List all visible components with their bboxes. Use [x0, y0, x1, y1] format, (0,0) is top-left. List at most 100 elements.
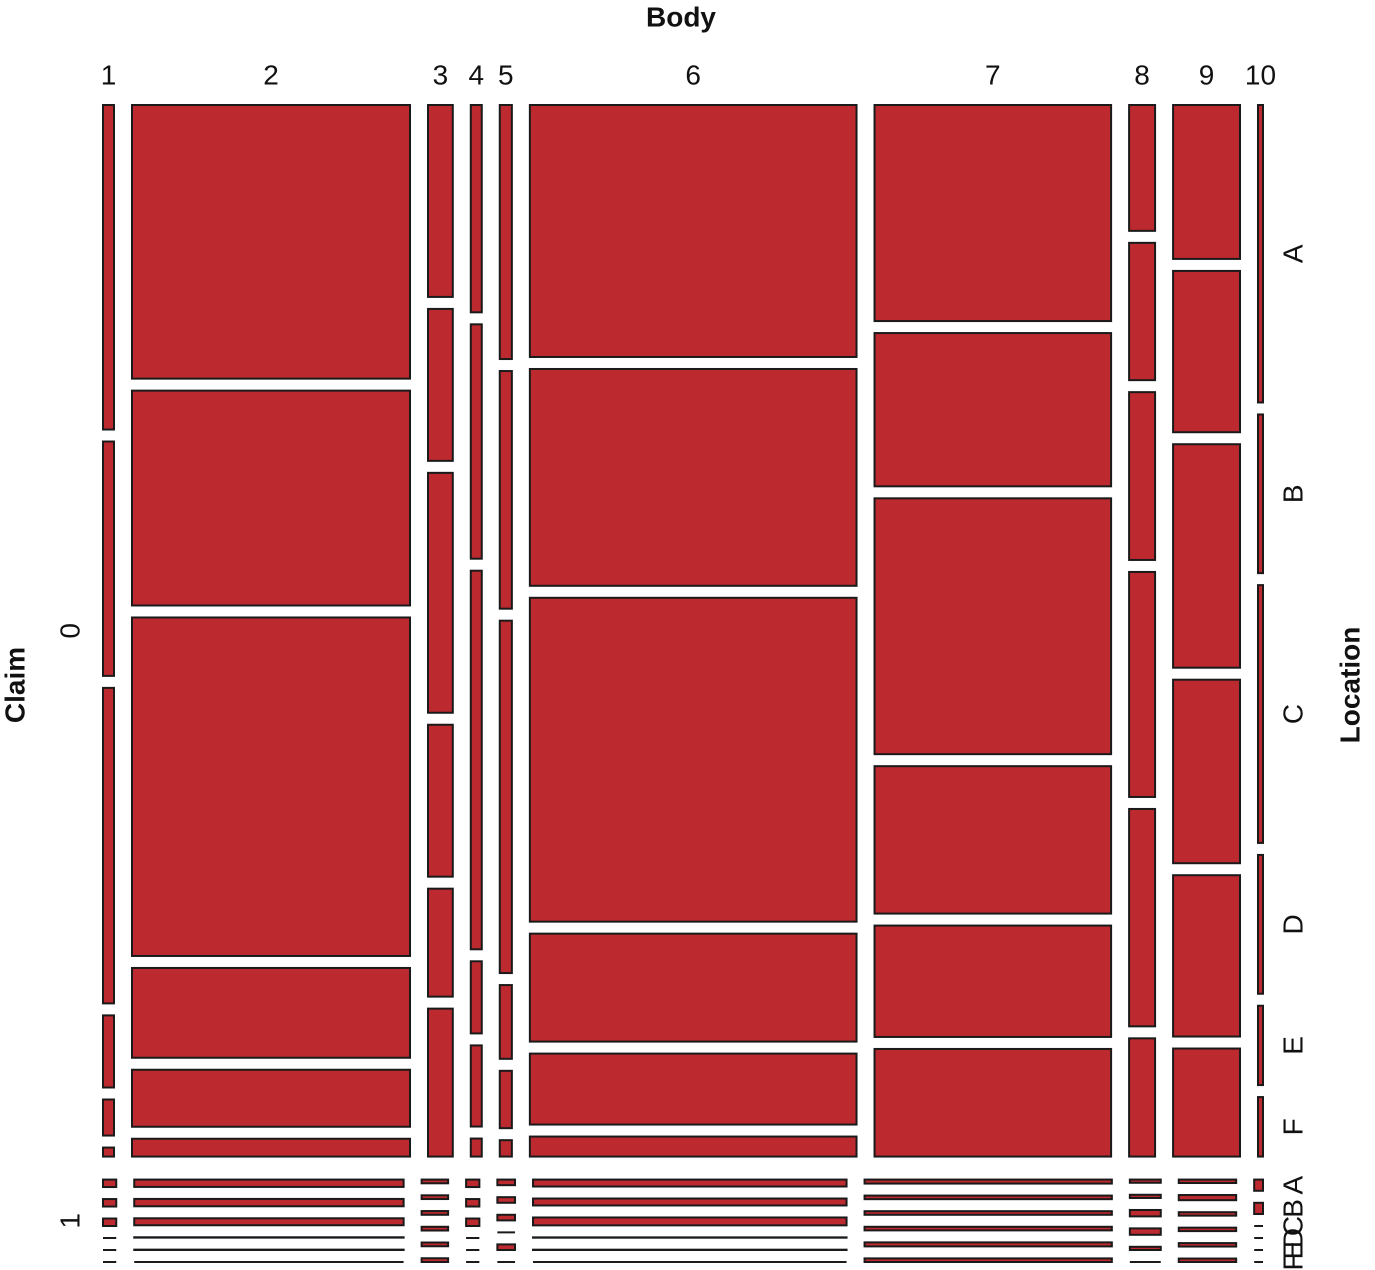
mosaic-tile	[469, 1137, 483, 1158]
z-axis-title: Location	[1334, 627, 1365, 744]
location-label: E	[1277, 1241, 1308, 1260]
mosaic-tile	[420, 1178, 450, 1185]
mosaic-tile	[133, 1217, 405, 1227]
mosaic-tile	[528, 1052, 858, 1126]
mosaic-tile	[532, 1197, 848, 1207]
mosaic-tile	[498, 619, 513, 975]
mosaic-tile	[873, 765, 1113, 915]
mosaic-tile	[427, 471, 454, 714]
mosaic-tile	[1257, 853, 1264, 995]
mosaic-tile	[102, 440, 115, 677]
mosaic-tile	[133, 1178, 405, 1188]
mosaic-tile	[427, 887, 454, 998]
mosaic-tile	[528, 104, 858, 358]
mosaic-tile	[102, 1178, 118, 1189]
mosaic-tile	[863, 1241, 1113, 1248]
mosaic-tile	[1172, 443, 1242, 669]
mosaic-tile	[469, 569, 483, 951]
mosaic-tile	[420, 1210, 450, 1216]
body-label: 7	[985, 59, 1001, 90]
location-label: F	[1277, 1253, 1308, 1270]
mosaic-tile	[1253, 1201, 1264, 1215]
mosaic-tile	[498, 370, 513, 610]
mosaic-tile	[420, 1194, 450, 1201]
mosaic-tile	[420, 1257, 450, 1263]
mosaic-tile	[420, 1225, 450, 1232]
mosaic-tile	[1257, 1096, 1264, 1158]
mosaic-tile	[102, 1217, 118, 1227]
mosaic-tile	[496, 1243, 517, 1252]
mosaic-tile	[1177, 1257, 1238, 1264]
mosaic-tile	[528, 1135, 858, 1158]
mosaic-tile	[1177, 1194, 1238, 1202]
mosaic-tile	[130, 1137, 412, 1158]
mosaic-tile	[873, 1047, 1113, 1158]
mosaic-tile	[873, 924, 1113, 1038]
mosaic-tile	[1253, 1178, 1264, 1192]
mosaic-tile	[1172, 104, 1242, 260]
location-label: B	[1277, 1199, 1308, 1218]
body-label: 9	[1199, 59, 1215, 90]
mosaic-tile	[1128, 1037, 1157, 1158]
mosaic-tile	[130, 1068, 412, 1128]
mosaic-tile	[1257, 1004, 1264, 1087]
mosaic-tile	[130, 966, 412, 1059]
mosaic-tile	[1128, 241, 1157, 382]
mosaic-tile	[469, 960, 483, 1035]
location-label: A	[1277, 1176, 1308, 1195]
mosaic-tile	[532, 1216, 848, 1227]
mosaic-tile	[1172, 678, 1242, 865]
mosaic-tile	[496, 1213, 517, 1222]
mosaic-tile	[1128, 1178, 1162, 1184]
mosaic-tile	[863, 1178, 1113, 1185]
body-label: 1	[101, 59, 117, 90]
location-label: A	[1277, 244, 1308, 263]
mosaic-tile	[1172, 1047, 1242, 1158]
mosaic-tile	[427, 104, 454, 298]
mosaic-tile	[1128, 1227, 1162, 1236]
mosaic-tile	[465, 1217, 481, 1227]
mosaic-tile	[1177, 1178, 1238, 1185]
claim-label: 1	[54, 1213, 85, 1229]
body-label: 5	[498, 59, 514, 90]
mosaic-tile	[863, 1257, 1113, 1264]
mosaic-tile	[1128, 807, 1157, 1028]
body-label: 6	[685, 59, 701, 90]
body-label: 2	[263, 59, 279, 90]
mosaic-tile	[1128, 104, 1157, 232]
mosaic-tile	[102, 1014, 115, 1089]
mosaic-tile	[420, 1241, 450, 1248]
mosaic-tile	[528, 367, 858, 587]
mosaic-tile	[130, 389, 412, 607]
mosaic-tile	[532, 1178, 848, 1188]
mosaic-tile	[863, 1194, 1113, 1201]
mosaic-tile	[130, 104, 412, 380]
mosaic-tile	[873, 104, 1113, 323]
mosaic-tile	[1172, 269, 1242, 434]
location-label: C	[1277, 704, 1308, 724]
mosaic-tile	[1172, 874, 1242, 1038]
mosaic-tile	[498, 104, 513, 361]
body-label: 4	[468, 59, 484, 90]
body-label: 8	[1134, 59, 1150, 90]
mosaic-tile	[863, 1210, 1113, 1216]
mosaic-tile	[102, 1146, 115, 1158]
location-label: B	[1277, 484, 1308, 503]
body-label: 10	[1245, 59, 1276, 90]
mosaic-tile	[1128, 570, 1157, 798]
mosaic-tile	[498, 984, 513, 1060]
mosaic-tile	[496, 1178, 517, 1187]
body-label: 3	[433, 59, 449, 90]
mosaic-tile	[1128, 1245, 1162, 1251]
mosaic-tile	[873, 497, 1113, 756]
mosaic-tile	[469, 323, 483, 560]
mosaic-tile	[873, 332, 1113, 488]
mosaic-tile	[498, 1069, 513, 1130]
mosaic-tile	[102, 1098, 115, 1137]
mosaic-tile	[1128, 1208, 1162, 1218]
location-label: D	[1277, 1228, 1308, 1248]
mosaic-tile	[133, 1197, 405, 1208]
claim-label: 0	[54, 623, 85, 639]
mosaic-tile	[102, 1198, 118, 1208]
